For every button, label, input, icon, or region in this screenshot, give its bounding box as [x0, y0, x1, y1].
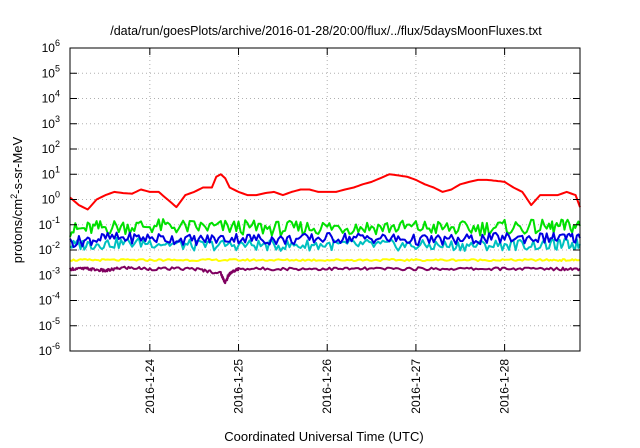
series-line-1	[69, 173, 581, 211]
y-tick-label-base: 10	[39, 218, 53, 232]
y-tick-label: 10-3	[39, 265, 60, 282]
x-tick-label: 2016-1-27	[409, 359, 423, 414]
y-tick-label-exponent: -4	[52, 291, 60, 301]
series-line-6	[69, 265, 581, 285]
y-tick-label-base: 10	[39, 268, 53, 282]
series-line-3	[69, 236, 581, 252]
y-tick-label: 10-4	[39, 291, 60, 308]
y-tick-label: 10-6	[39, 341, 60, 358]
y-tick-label-base: 10	[39, 344, 53, 358]
series-line-5	[69, 258, 581, 263]
y-tick-label-base: 10	[39, 319, 53, 333]
y-tick-label-exponent: -3	[52, 265, 60, 275]
y-tick-label: 105	[42, 63, 60, 80]
y-axis-title-sup: 2	[9, 194, 19, 199]
chart-title: /data/run/goesPlots/archive/2016-01-28/2…	[110, 24, 542, 38]
y-tick-label: 103	[42, 114, 60, 131]
y-tick-label-base: 10	[42, 117, 56, 131]
x-tick-labels: 2016-1-24 2016-1-25 2016-1-26 2016-1-27 2016…	[143, 359, 512, 414]
y-tick-label: 10-2	[39, 240, 60, 257]
y-axis-title-post: -s-sr-MeV	[10, 136, 25, 193]
y-tick-label-exponent: 0	[55, 190, 60, 200]
y-tick-label-exponent: 3	[55, 114, 60, 124]
y-tick-labels: 10-610-510-410-310-210-11001011021031041…	[39, 38, 60, 358]
x-tick-label: 2016-1-26	[320, 359, 334, 414]
series-line-2	[69, 218, 581, 238]
y-axis-title: protons/cm2-s-sr-MeV	[9, 136, 25, 263]
grid	[70, 48, 580, 351]
y-tick-label-exponent: 6	[55, 38, 60, 48]
y-tick-label-exponent: -6	[52, 341, 60, 351]
y-tick-label: 100	[42, 190, 60, 207]
y-tick-label-base: 10	[42, 167, 56, 181]
y-tick-label: 101	[42, 164, 60, 181]
series-layer	[69, 173, 581, 285]
y-tick-label: 10-5	[39, 316, 60, 333]
y-tick-label-exponent: -1	[52, 215, 60, 225]
x-axis-title: Coordinated Universal Time (UTC)	[224, 429, 423, 444]
y-tick-label: 104	[42, 89, 60, 106]
y-tick-label-base: 10	[39, 243, 53, 257]
y-tick-label-base: 10	[42, 142, 56, 156]
x-tick-label: 2016-1-25	[232, 359, 246, 414]
y-tick-label-exponent: 4	[55, 89, 60, 99]
tick-marks	[70, 47, 580, 352]
y-tick-label-exponent: -5	[52, 316, 60, 326]
x-tick-label: 2016-1-24	[143, 359, 157, 414]
y-tick-label: 106	[42, 38, 60, 55]
y-axis-title-pre: protons/cm	[10, 199, 25, 263]
y-tick-label-base: 10	[42, 41, 56, 55]
y-tick-label-exponent: 5	[55, 63, 60, 73]
y-tick-label-exponent: -2	[52, 240, 60, 250]
y-tick-label-exponent: 2	[55, 139, 60, 149]
y-tick-label-base: 10	[42, 66, 56, 80]
y-tick-label-base: 10	[39, 294, 53, 308]
x-tick-label: 2016-1-28	[498, 359, 512, 414]
y-tick-label-base: 10	[42, 92, 56, 106]
y-tick-label: 10-1	[39, 215, 60, 232]
series-line-4	[69, 231, 581, 249]
y-tick-label: 102	[42, 139, 60, 156]
y-tick-label-exponent: 1	[55, 164, 60, 174]
y-tick-label-base: 10	[42, 193, 56, 207]
